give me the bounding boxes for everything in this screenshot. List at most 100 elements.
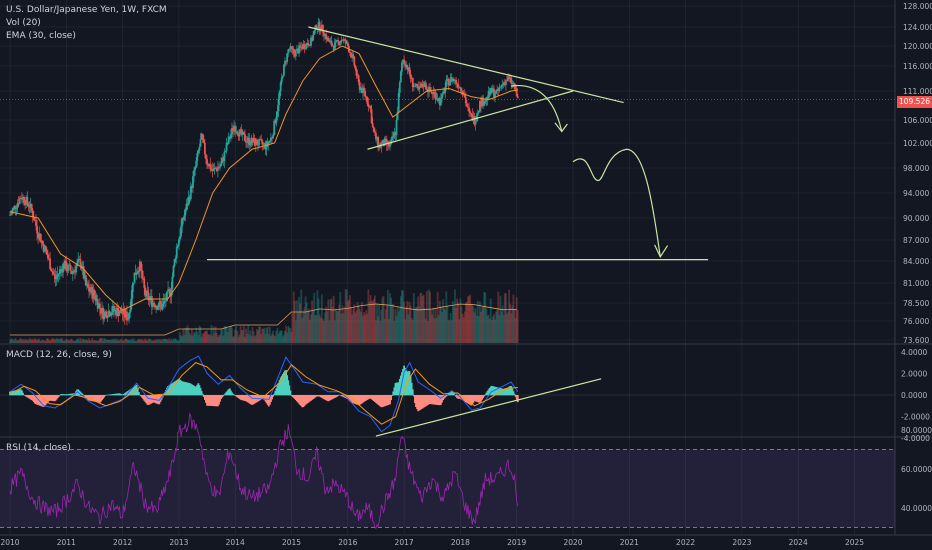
macd-histogram-bar	[221, 395, 224, 398]
candle-body	[351, 54, 354, 58]
volume-legend[interactable]: Vol (20)	[6, 18, 41, 28]
macd-histogram-bar	[171, 383, 174, 396]
candle-body	[278, 91, 281, 99]
volume-bar	[248, 334, 251, 343]
volume-bar	[87, 340, 89, 343]
macd-histogram-bar	[360, 395, 363, 404]
candle-body	[305, 43, 308, 49]
volume-bar	[29, 339, 32, 343]
candle-body	[326, 37, 329, 40]
candle-body	[229, 134, 232, 139]
macd-histogram-bar	[364, 395, 367, 402]
rsi-legend[interactable]: RSI (14, close)	[6, 443, 71, 453]
candle-body	[407, 67, 410, 70]
macd-histogram-bar	[88, 395, 90, 401]
candle-body	[276, 111, 279, 117]
candle-body	[81, 265, 84, 269]
candle-body	[124, 311, 127, 318]
candle-body	[320, 25, 323, 32]
volume-bar	[148, 338, 151, 343]
candle-body	[464, 97, 467, 104]
volume-bar	[133, 340, 136, 343]
candle-body	[63, 263, 66, 269]
volume-bar	[72, 340, 75, 343]
macd-histogram-bar	[141, 395, 143, 398]
macd-histogram-bar	[394, 383, 397, 396]
volume-bar	[420, 292, 423, 343]
volume-bar	[447, 319, 450, 343]
volume-bar	[397, 311, 400, 343]
candle-body	[306, 43, 309, 45]
volume-bar	[211, 335, 214, 343]
volume-bar	[402, 290, 404, 343]
volume-bar	[257, 330, 259, 343]
macd-histogram-bar	[206, 395, 208, 406]
volume-bar	[109, 339, 112, 343]
volume-bar	[19, 338, 22, 343]
volume-bar	[316, 290, 319, 343]
candle-body	[336, 39, 338, 41]
volume-bar	[482, 306, 485, 343]
volume-bar	[475, 315, 478, 343]
candle-body	[198, 146, 201, 151]
time-axis[interactable]: 2010 2011 2012 2013 2014 2015 2016 2017 2018 2019…	[0, 534, 932, 547]
volume-bar	[493, 314, 495, 343]
volume-bar	[21, 340, 23, 343]
candle-body	[315, 25, 318, 30]
volume-bar	[432, 307, 435, 343]
volume-bar	[53, 338, 56, 343]
volume-bar	[178, 340, 180, 343]
trend-drawings[interactable]	[207, 26, 709, 437]
macd-histogram-bar	[14, 390, 17, 396]
candle-body	[186, 203, 189, 205]
volume-bar	[474, 308, 477, 343]
macd-histogram-bar	[96, 395, 99, 403]
volume-bar	[42, 340, 45, 343]
volume-bar	[214, 326, 217, 343]
macd-legend[interactable]: MACD (12, 26, close, 9)	[6, 350, 112, 360]
macd-histogram-bar	[27, 395, 30, 398]
macd-histogram-bar	[494, 386, 496, 396]
volume-bar	[346, 301, 349, 343]
candle-body	[362, 87, 364, 93]
volume-bar	[141, 338, 143, 343]
volume-bar	[314, 315, 317, 343]
candle-body	[153, 302, 155, 305]
candle-body	[56, 274, 59, 277]
volume-bar	[263, 327, 266, 343]
candle-body	[458, 87, 461, 89]
volume-bar	[382, 296, 385, 343]
candle-body	[329, 40, 332, 42]
candle-body	[121, 313, 124, 315]
candle-body	[257, 144, 259, 146]
macd-histogram-bar	[304, 395, 307, 405]
volume-bar	[480, 311, 482, 343]
volume-bar	[279, 330, 282, 343]
symbol-title[interactable]: U.S. Dollar/Japanese Yen, 1W, FXCM	[6, 5, 167, 15]
candle-body	[486, 97, 489, 100]
macd-histogram-bar	[278, 380, 281, 396]
macd-histogram-bar	[508, 386, 511, 396]
candle-body	[388, 141, 390, 147]
price-axis[interactable]: 128.000 124.000 120.000 116.000 111.000 106.0…	[901, 2, 932, 513]
volume-bar	[175, 339, 178, 343]
volume-bar	[454, 289, 456, 343]
volume-bar	[327, 299, 330, 343]
macd-histogram-bar	[497, 387, 500, 396]
volume-bar	[472, 306, 475, 343]
volume-bar	[401, 289, 403, 343]
candle-body	[176, 245, 179, 248]
candle-body	[440, 98, 442, 106]
candle-body	[100, 308, 102, 314]
volume-bar	[278, 331, 281, 343]
macd-histogram-bar	[45, 395, 48, 404]
macd-histogram-bar	[467, 395, 469, 404]
candle-body	[459, 87, 462, 89]
candle-body	[354, 65, 357, 70]
macd-histogram-bar	[370, 395, 373, 400]
ema-legend[interactable]: EMA (30, close)	[6, 31, 76, 41]
candle-body	[429, 87, 431, 92]
volume-bar	[388, 318, 390, 343]
candle-body	[207, 164, 210, 167]
